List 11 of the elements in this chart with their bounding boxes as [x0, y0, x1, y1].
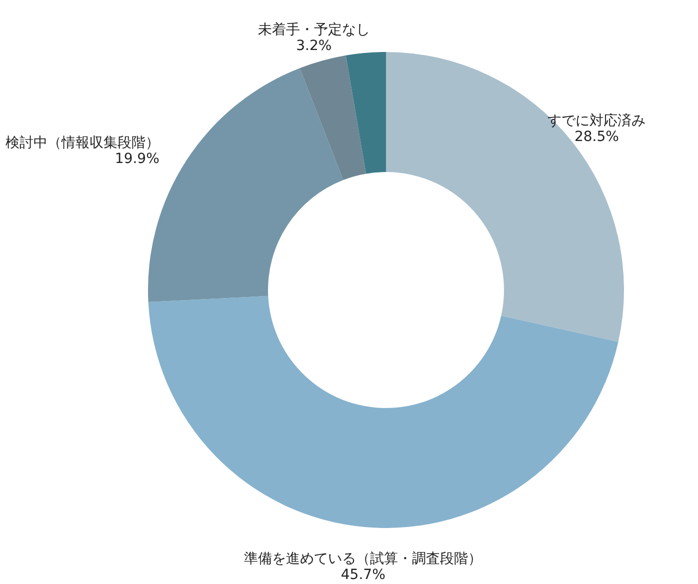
donut-slice — [148, 296, 618, 528]
slice-label: すでに対応済み — [548, 113, 646, 130]
slice-label: 検討中（情報収集段階） — [5, 135, 160, 152]
data-label: 45.7% — [340, 567, 386, 584]
donut-slice — [300, 55, 366, 180]
slice-label: 未着手・予定なし — [258, 22, 370, 38]
donut-slice — [346, 52, 386, 174]
data-label: 19.9% — [114, 151, 160, 168]
data-label: 28.5% — [574, 129, 619, 146]
slice-label: 準備を進めている（試算・調査段階） — [244, 551, 482, 568]
data-label: 3.2% — [296, 38, 332, 54]
